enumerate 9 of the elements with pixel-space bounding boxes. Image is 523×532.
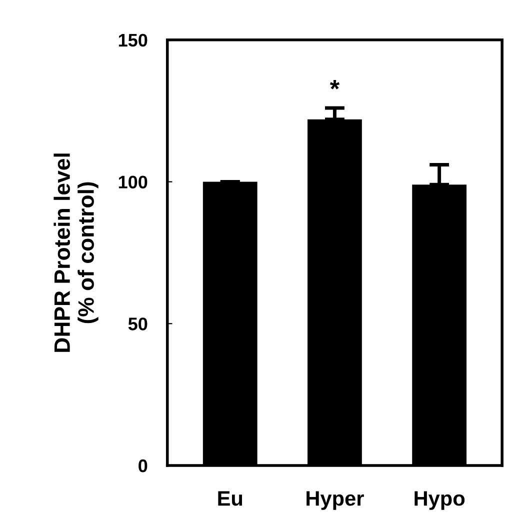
x-tick-label: Hyper <box>306 491 364 510</box>
y-axis-title: DHPR Protein level (% of control) <box>54 154 98 352</box>
y-tick-label: 100 <box>118 176 148 188</box>
x-tick-label: Eu <box>218 491 242 506</box>
y-tick-label: 0 <box>138 459 148 472</box>
x-tick-label: Hypo <box>414 491 465 510</box>
y-tick-label: 150 <box>118 34 148 47</box>
y-tick-label: 50 <box>128 318 148 330</box>
annotation: * <box>330 80 340 90</box>
